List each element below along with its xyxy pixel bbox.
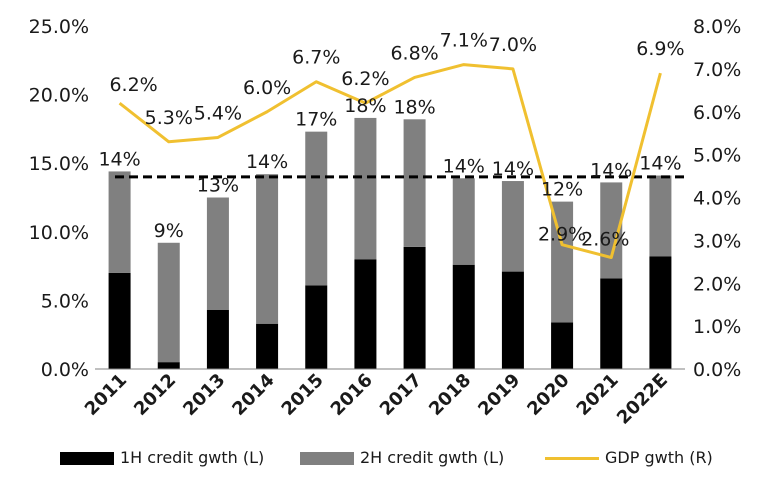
bar-1h [256,323,279,369]
x-tick-label: 2018 [425,370,475,420]
bar-1h [157,362,180,369]
bar-total-label: 14% [590,159,632,181]
gdp-point-label: 2.6% [581,229,629,251]
bar-2h [403,119,426,247]
gdp-line [118,63,662,260]
bar-2h [649,175,672,257]
left-axis-tick: 0.0% [41,359,89,381]
bar-total-label: 18% [344,95,386,117]
bar-2h [452,178,475,265]
legend-swatch-1h [60,452,114,465]
bar-total-label: 13% [197,175,239,197]
bar-1h [452,264,475,369]
gdp-point-label: 5.4% [194,102,242,124]
x-tick-label: 2014 [228,370,278,420]
x-tick-label: 2015 [278,370,328,420]
gdp-point-label: 6.9% [636,38,684,60]
gdp-point-label: 6.0% [243,77,291,99]
bar-total-label: 17% [295,109,337,131]
bar-total-label: 12% [541,179,583,201]
gdp-point-label: 6.2% [341,68,389,90]
legend-label-2h: 2H credit gwth (L) [360,448,505,467]
x-tick-label: 2016 [327,370,377,420]
legend-label-gdp: GDP gwth (R) [605,448,713,467]
gdp-point-label: 6.8% [390,42,438,64]
bar-2h [501,181,524,272]
gdp-point-label: 6.7% [292,47,340,69]
right-axis-tick: 1.0% [693,316,741,338]
legend-swatch-2h [300,452,354,465]
x-tick-label: 2022E [613,370,672,429]
left-axis-tick: 10.0% [29,222,89,244]
bar-total-label: 14% [492,158,534,180]
bar-1h [354,259,377,369]
bar-1h [403,246,426,369]
bar-2h [256,174,279,324]
gdp-point-label: 7.1% [440,30,488,52]
bar-1h [108,272,131,369]
right-axis-tick: 0.0% [693,359,741,381]
left-axis-tick: 5.0% [41,290,89,312]
bar-2h [108,171,131,273]
right-axis-tick: 5.0% [693,145,741,167]
x-tick-label: 2012 [130,370,180,420]
bar-1h [551,322,574,369]
left-axis-tick: 25.0% [29,16,89,38]
right-axis-tick: 6.0% [693,102,741,124]
bar-1h [600,278,623,369]
x-tick-label: 2013 [179,370,229,420]
chart-svg: 0.0% 5.0% 10.0% 15.0% 20.0% 25.0% 0.0% 1.0% 2.0%… [29,16,742,429]
right-axis-tick: 8.0% [693,16,741,38]
bar-total-label: 14% [443,155,485,177]
left-axis-tick: 15.0% [29,153,89,175]
bar-2h [157,242,180,363]
bar-2h [206,197,229,311]
bar-2h [354,117,377,260]
left-axis-tick: 20.0% [29,85,89,107]
gdp-point-label: 5.3% [145,107,193,129]
bar-2h [551,201,574,323]
bar-1h [501,271,524,369]
x-tick-label: 2020 [523,370,573,420]
gdp-point-label: 2.9% [538,224,586,246]
bar-1h [305,285,328,369]
gdp-point-label: 7.0% [489,34,537,56]
gdp-point-label: 6.2% [109,74,157,96]
right-axis-tick: 4.0% [693,188,741,210]
bar-1h [206,310,229,369]
bar-total-label: 14% [98,148,140,170]
bar-2h [305,131,328,286]
right-axis-tick: 3.0% [693,230,741,252]
legend-label-1h: 1H credit gwth (L) [120,448,265,467]
x-tick-label: 2019 [474,370,524,420]
legend-swatch-gdp [545,457,599,460]
bar-1h [649,256,672,369]
bar-total-label: 14% [639,153,681,175]
bar-total-label: 9% [154,220,184,242]
right-axis-tick: 2.0% [693,273,741,295]
legend: 1H credit gwth (L) 2H credit gwth (L) GD… [0,446,765,470]
bar-total-label: 18% [393,96,435,118]
bar-total-label: 14% [246,151,288,173]
right-axis-tick: 7.0% [693,59,741,81]
x-tick-label: 2017 [376,370,426,420]
bar-2h [600,182,623,279]
